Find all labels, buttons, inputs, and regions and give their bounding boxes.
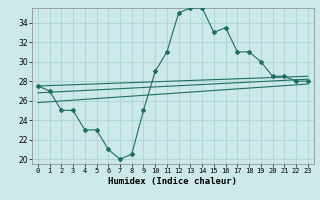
- X-axis label: Humidex (Indice chaleur): Humidex (Indice chaleur): [108, 177, 237, 186]
